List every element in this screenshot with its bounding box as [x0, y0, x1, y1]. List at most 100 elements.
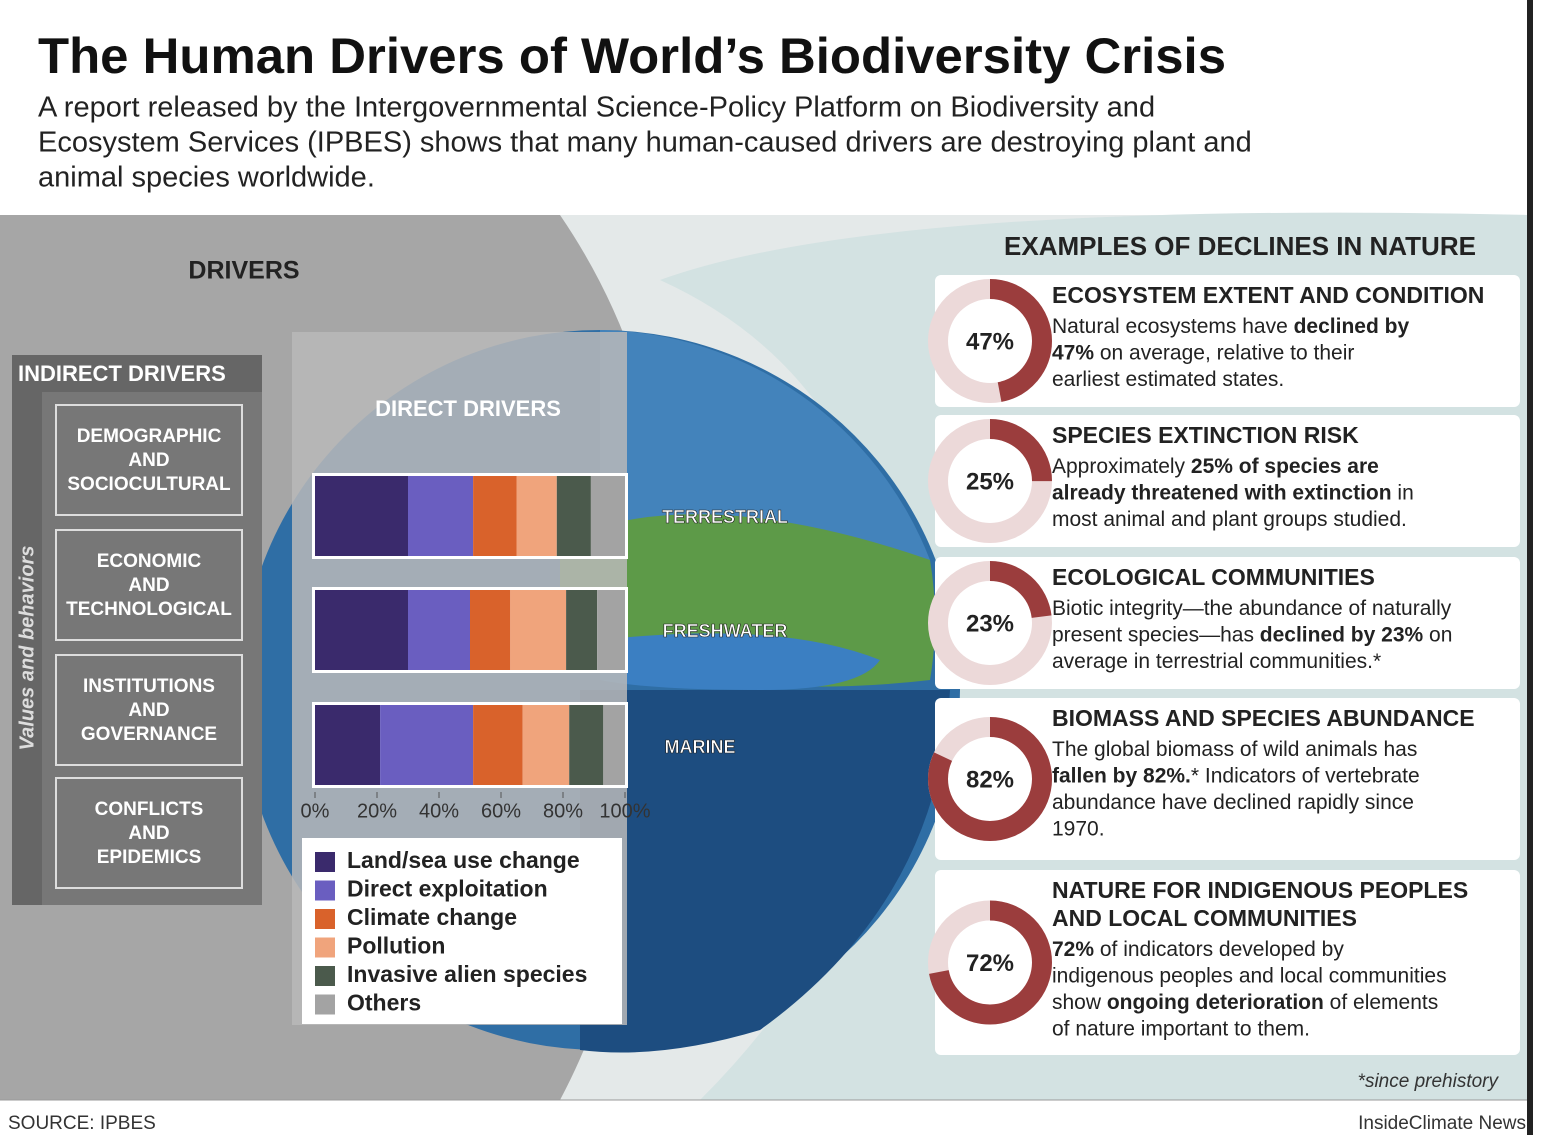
- legend-label: Others: [347, 990, 421, 1016]
- example-text: 72% of indicators developed by: [1052, 938, 1344, 961]
- indirect-item: GOVERNANCE: [81, 724, 217, 745]
- indirect-item: AND: [128, 575, 169, 596]
- indirect-item: TECHNOLOGICAL: [66, 599, 232, 620]
- credit: InsideClimate News: [1358, 1113, 1526, 1134]
- text-segment: 1970.: [1052, 817, 1105, 840]
- example-text: indigenous peoples and local communities: [1052, 964, 1447, 987]
- legend-label: Climate change: [347, 904, 517, 930]
- text-segment: most animal and plant groups studied.: [1052, 508, 1407, 531]
- page: {"header": {"title": "The Human Drivers …: [0, 0, 1542, 1135]
- text-segment: Natural ecosystems have: [1052, 315, 1294, 338]
- x-tick-label: 0%: [301, 800, 330, 822]
- text-segment: 72%: [1052, 938, 1094, 961]
- bar-segment: [569, 705, 603, 785]
- category-label: FRESHWATER: [663, 621, 788, 641]
- x-tick-label: 20%: [357, 800, 397, 822]
- bar-segment: [566, 590, 597, 670]
- legend-swatch: [315, 966, 335, 986]
- indirect-heading: INDIRECT DRIVERS: [18, 361, 226, 386]
- example-title: AND LOCAL COMMUNITIES: [1052, 905, 1357, 931]
- legend-label: Direct exploitation: [347, 876, 548, 902]
- side-label: Values and behaviors: [16, 546, 38, 751]
- text-segment: abundance have declined rapidly since: [1052, 791, 1414, 814]
- legend-label: Invasive alien species: [347, 961, 587, 987]
- example-text: of nature important to them.: [1052, 1017, 1310, 1040]
- text-segment: of indicators developed by: [1094, 938, 1344, 961]
- text-segment: present species—has: [1052, 623, 1260, 646]
- bar-segment: [557, 476, 591, 556]
- examples-heading: EXAMPLES OF DECLINES IN NATURE: [1004, 231, 1476, 261]
- bar-segment: [473, 705, 523, 785]
- text-segment: declined by: [1294, 315, 1410, 338]
- bar-segment: [315, 476, 408, 556]
- text-segment: on: [1423, 623, 1452, 646]
- text-segment: in: [1392, 481, 1414, 504]
- text-segment: declined by 23%: [1260, 623, 1424, 646]
- legend-label: Land/sea use change: [347, 847, 580, 873]
- example-text: most animal and plant groups studied.: [1052, 508, 1407, 531]
- legend-label: Pollution: [347, 933, 445, 959]
- indirect-item: CONFLICTS: [95, 799, 204, 820]
- category-label: TERRESTRIAL: [662, 507, 788, 527]
- text-segment: already threatened with extinction: [1052, 481, 1392, 504]
- bar-segment: [523, 705, 570, 785]
- title: The Human Drivers of World’s Biodiversit…: [38, 28, 1226, 84]
- x-tick-label: 60%: [481, 800, 521, 822]
- text-segment: Biotic integrity—the abundance of natura…: [1052, 597, 1452, 620]
- donut-label: 72%: [966, 950, 1014, 977]
- text-segment: ongoing deterioration: [1107, 991, 1324, 1014]
- indirect-item: ECONOMIC: [97, 551, 202, 572]
- indirect-item: AND: [128, 823, 169, 844]
- indirect-item: DEMOGRAPHIC: [77, 426, 222, 447]
- example-text: 47% on average, relative to their: [1052, 341, 1354, 364]
- drivers-heading: DRIVERS: [188, 257, 299, 285]
- text-segment: indigenous peoples and local communities: [1052, 964, 1447, 987]
- donut-label: 47%: [966, 328, 1014, 355]
- example-text: 1970.: [1052, 817, 1105, 840]
- text-segment: average in terrestrial communities.*: [1052, 650, 1381, 673]
- text-segment: 47%: [1052, 341, 1094, 364]
- subtitle-line: animal species worldwide.: [38, 162, 375, 194]
- indirect-item: EPIDEMICS: [97, 847, 202, 868]
- text-segment: of elements: [1324, 991, 1438, 1014]
- legend-swatch: [315, 995, 335, 1015]
- bar-segment: [473, 476, 516, 556]
- text-segment: * Indicators of vertebrate: [1191, 764, 1420, 787]
- legend-swatch: [315, 909, 335, 929]
- text-segment: Approximately: [1052, 455, 1191, 478]
- x-tick-label: 100%: [599, 800, 650, 822]
- example-text: average in terrestrial communities.*: [1052, 650, 1381, 673]
- example-text: Approximately 25% of species are: [1052, 455, 1379, 478]
- bar-segment: [517, 476, 557, 556]
- bar-segment: [470, 590, 510, 670]
- text-segment: earliest estimated states.: [1052, 368, 1284, 391]
- bar-segment: [597, 590, 625, 670]
- bar-segment: [380, 705, 473, 785]
- example-title: ECOLOGICAL COMMUNITIES: [1052, 564, 1375, 590]
- infographic: The Human Drivers of World’s Biodiversit…: [0, 0, 1542, 1135]
- text-segment: 25% of species are: [1191, 455, 1379, 478]
- example-title: BIOMASS AND SPECIES ABUNDANCE: [1052, 705, 1475, 731]
- indirect-item: INSTITUTIONS: [83, 676, 215, 697]
- indirect-item: SOCIOCULTURAL: [67, 474, 231, 495]
- bar-segment: [315, 705, 380, 785]
- text-segment: fallen by 82%.: [1052, 764, 1191, 787]
- example-text: The global biomass of wild animals has: [1052, 738, 1417, 761]
- bar-segment: [603, 705, 625, 785]
- subtitle-line: A report released by the Intergovernment…: [38, 92, 1155, 124]
- bar-segment: [408, 590, 470, 670]
- text-segment: on average, relative to their: [1094, 341, 1354, 364]
- example-text: Natural ecosystems have declined by: [1052, 315, 1409, 338]
- chart-title: DIRECT DRIVERS: [375, 396, 561, 421]
- legend-swatch: [315, 881, 335, 901]
- footnote: *since prehistory: [1358, 1071, 1500, 1092]
- source: SOURCE: IPBES: [8, 1113, 156, 1134]
- donut-label: 23%: [966, 610, 1014, 637]
- example-text: fallen by 82%.* Indicators of vertebrate: [1052, 764, 1420, 787]
- example-text: abundance have declined rapidly since: [1052, 791, 1414, 814]
- indirect-item: AND: [128, 700, 169, 721]
- example-title: NATURE FOR INDIGENOUS PEOPLES: [1052, 877, 1468, 903]
- example-text: present species—has declined by 23% on: [1052, 623, 1452, 646]
- indirect-item: AND: [128, 450, 169, 471]
- subtitle-line: Ecosystem Services (IPBES) shows that ma…: [38, 127, 1252, 159]
